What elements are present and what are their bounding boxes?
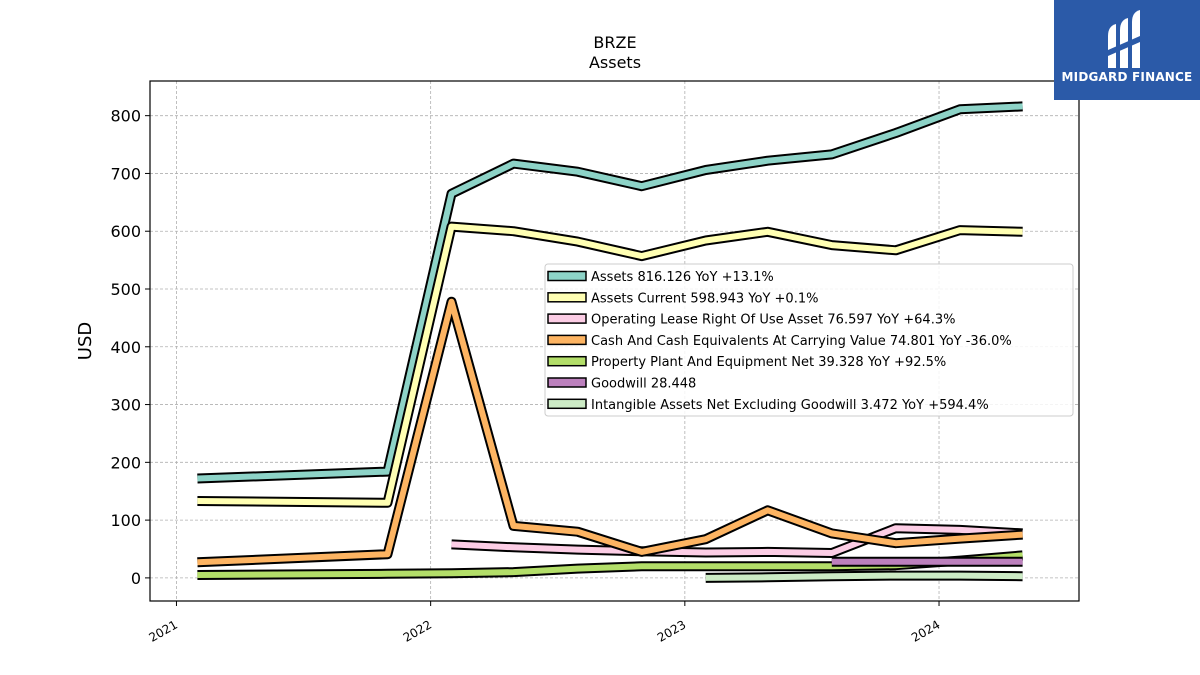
series-line bbox=[705, 570, 1023, 583]
brand-logo: MIDGARD FINANCE bbox=[1054, 0, 1200, 100]
legend-item: Operating Lease Right Of Use Asset 76.59… bbox=[547, 313, 955, 328]
series-line-fill bbox=[705, 572, 1023, 581]
y-tick-label: 400 bbox=[110, 338, 141, 357]
x-axis: 2021 2022 2023 2024 bbox=[147, 601, 943, 645]
y-tick-label: 800 bbox=[110, 107, 141, 126]
legend-item: Cash And Cash Equivalents At Carrying Va… bbox=[547, 334, 1012, 349]
legend-item: Assets Current 598.943 YoY +0.1% bbox=[547, 291, 818, 306]
legend-swatch bbox=[547, 292, 587, 303]
y-tick-label: 100 bbox=[110, 511, 141, 530]
legend-swatch bbox=[547, 270, 587, 282]
legend-swatch bbox=[547, 334, 587, 346]
y-axis-label: USD bbox=[75, 322, 96, 360]
legend-label: Intangible Assets Net Excluding Goodwill… bbox=[591, 398, 989, 413]
legend-swatch bbox=[547, 377, 587, 388]
series-line bbox=[197, 296, 1023, 568]
legend-label: Operating Lease Right Of Use Asset 76.59… bbox=[591, 313, 955, 328]
series-line bbox=[197, 101, 1023, 484]
chart-subtitle: Assets bbox=[589, 53, 641, 72]
y-tick-label: 500 bbox=[110, 280, 141, 299]
legend-swatch bbox=[547, 398, 587, 410]
brand-mark-icon bbox=[1108, 10, 1140, 68]
series-line bbox=[451, 523, 1023, 558]
y-tick-label: 200 bbox=[110, 453, 141, 472]
legend-item: Property Plant And Equipment Net 39.328 … bbox=[547, 355, 946, 370]
x-tick-label: 2021 bbox=[147, 617, 180, 644]
legend-swatch bbox=[547, 355, 587, 367]
series-layer bbox=[197, 101, 1024, 583]
legend-item: Goodwill 28.448 bbox=[547, 377, 696, 392]
legend-label: Goodwill 28.448 bbox=[591, 377, 696, 392]
series-line-fill bbox=[197, 103, 1023, 482]
series-line-fill bbox=[451, 525, 1023, 556]
y-tick-label: 600 bbox=[110, 222, 141, 241]
y-tick-label: 300 bbox=[110, 396, 141, 415]
series-line-fill bbox=[197, 223, 1023, 506]
y-tick-label: 0 bbox=[131, 569, 141, 588]
plot-frame bbox=[149, 80, 1080, 602]
y-axis: 0 100 200 300 400 500 600 700 800 bbox=[110, 107, 150, 588]
legend-item: Assets 816.126 YoY +13.1% bbox=[547, 270, 774, 285]
brand-name: MIDGARD FINANCE bbox=[1061, 70, 1193, 84]
legend-box bbox=[544, 263, 1074, 417]
legend-label: Cash And Cash Equivalents At Carrying Va… bbox=[591, 334, 1012, 349]
legend-item: Intangible Assets Net Excluding Goodwill… bbox=[547, 398, 989, 413]
x-tick-label: 2022 bbox=[401, 617, 434, 644]
legend: Assets 816.126 YoY +13.1% Assets Current … bbox=[544, 263, 1074, 417]
legend-swatch bbox=[547, 313, 587, 324]
legend-label: Assets 816.126 YoY +13.1% bbox=[591, 270, 774, 285]
series-line-fill bbox=[197, 298, 1023, 566]
x-tick-label: 2023 bbox=[655, 617, 688, 644]
y-tick-label: 700 bbox=[110, 164, 141, 183]
chart-title: BRZE bbox=[593, 33, 636, 52]
x-tick-label: 2024 bbox=[909, 617, 942, 644]
legend-label: Assets Current 598.943 YoY +0.1% bbox=[591, 291, 818, 306]
legend-label: Property Plant And Equipment Net 39.328 … bbox=[591, 355, 946, 370]
series-line bbox=[197, 221, 1023, 508]
